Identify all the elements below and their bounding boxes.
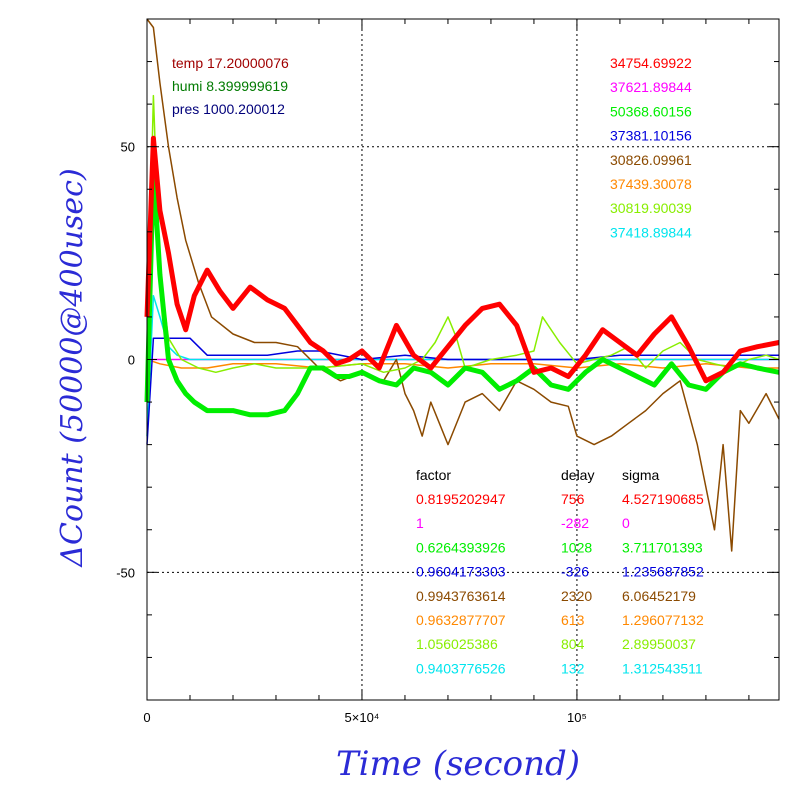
series-name-1: 37621.89844 bbox=[610, 79, 692, 95]
series-name-5: 37439.30078 bbox=[610, 176, 692, 192]
series-name-2: 50368.60156 bbox=[610, 103, 692, 119]
table-factor-5: 0.9632877707 bbox=[416, 612, 506, 628]
table-sigma-4: 6.06452179 bbox=[622, 588, 696, 604]
table-sigma-7: 1.312543511 bbox=[622, 660, 703, 676]
table-sigma-0: 4.527190685 bbox=[622, 491, 704, 507]
table-factor-4: 0.9943763614 bbox=[416, 588, 506, 604]
env-label-2: pres 1000.200012 bbox=[172, 101, 285, 117]
series-name-6: 30819.90039 bbox=[610, 200, 692, 216]
env-label-0: temp 17.20000076 bbox=[172, 55, 289, 71]
table-delay-0: 756 bbox=[561, 491, 585, 507]
series-line-0 bbox=[144, 135, 780, 384]
table-header-factor: factor bbox=[416, 467, 451, 483]
series-line-3 bbox=[146, 337, 779, 445]
tick-labels: 0 5×10⁴ 10⁵ -50 0 50 bbox=[116, 140, 587, 725]
table-header-delay: delay bbox=[561, 467, 594, 483]
table-factor-7: 0.9403776526 bbox=[416, 660, 506, 676]
series-name-3: 37381.10156 bbox=[610, 128, 692, 144]
table-factor-1: 1 bbox=[416, 515, 424, 531]
table-factor-2: 0.6264393926 bbox=[416, 539, 506, 555]
x-tick-label-2: 10⁵ bbox=[567, 710, 587, 725]
table-delay-1: -282 bbox=[561, 515, 589, 531]
table-delay-4: 2320 bbox=[561, 588, 592, 604]
table-factor-6: 1.056025386 bbox=[416, 636, 498, 652]
table-sigma-5: 1.296077132 bbox=[622, 612, 704, 628]
series-name-4: 30826.09961 bbox=[610, 152, 692, 168]
x-tick-label-0: 0 bbox=[143, 710, 150, 725]
table-header-sigma: sigma bbox=[622, 467, 660, 483]
table-factor-0: 0.8195202947 bbox=[416, 491, 506, 507]
annotations: temp 17.20000076 humi 8.399999619 pres 100… bbox=[172, 55, 704, 676]
series-name-7: 37418.89844 bbox=[610, 224, 692, 240]
x-tick-label-1: 5×10⁴ bbox=[345, 710, 380, 725]
series-layer bbox=[144, 18, 780, 552]
table-delay-6: 804 bbox=[561, 636, 585, 652]
table-sigma-2: 3.711701393 bbox=[622, 539, 703, 555]
series-line-4 bbox=[146, 18, 780, 552]
axis-ticks bbox=[147, 18, 779, 701]
y-tick-label-0: -50 bbox=[116, 565, 135, 580]
table-delay-7: 132 bbox=[561, 660, 585, 676]
series-name-0: 34754.69922 bbox=[610, 55, 692, 71]
y-axis-title: ΔCount (50000@400usec) bbox=[55, 168, 90, 567]
table-sigma-1: 0 bbox=[622, 515, 630, 531]
env-label-1: humi 8.399999619 bbox=[172, 78, 288, 94]
table-delay-5: 613 bbox=[561, 612, 585, 628]
series-line-2 bbox=[144, 165, 780, 418]
table-sigma-3: 1.235687852 bbox=[622, 564, 704, 580]
table-sigma-6: 2.89950037 bbox=[622, 636, 696, 652]
table-delay-2: 1028 bbox=[561, 539, 592, 555]
table-delay-3: -326 bbox=[561, 564, 589, 580]
y-tick-label-1: 0 bbox=[128, 353, 135, 368]
table-factor-3: 0.9604173303 bbox=[416, 564, 506, 580]
x-axis-title: Time (second) bbox=[336, 744, 580, 784]
y-tick-label-2: 50 bbox=[121, 140, 135, 155]
